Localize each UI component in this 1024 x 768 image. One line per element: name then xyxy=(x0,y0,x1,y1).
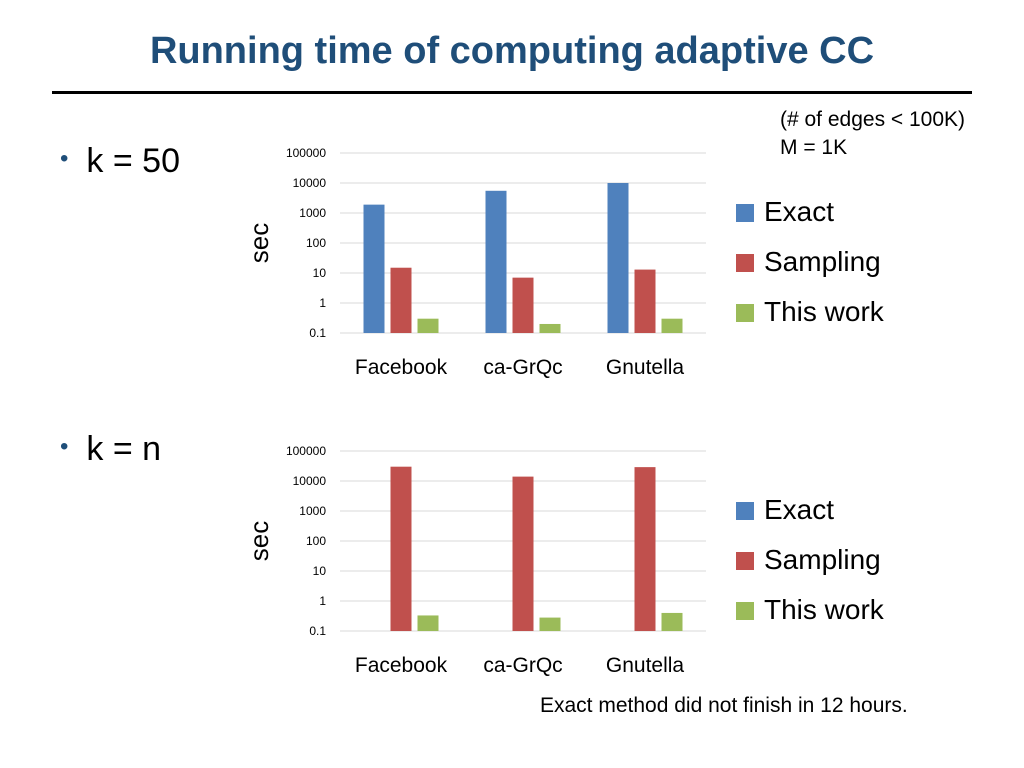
y-tick-label: 1000 xyxy=(299,504,326,518)
legend-label: Exact xyxy=(764,494,834,525)
y-tick-label: 100 xyxy=(306,534,326,548)
chart-kn: 0.1 1 10 100 1000 10000 100000 sec Facebook ca-Gr… xyxy=(244,444,885,677)
x-category-label: ca-GrQc xyxy=(483,356,562,379)
legend-swatch xyxy=(736,502,754,520)
page-title: Running time of computing adaptive CC xyxy=(149,30,875,72)
bar-exact-facebook xyxy=(363,204,385,333)
bar-sampling-ca-grqc xyxy=(512,476,534,631)
note-line-edges: (# of edges < 100K) xyxy=(780,108,966,131)
y-tick-label: 100000 xyxy=(286,146,326,160)
note-line-m: M = 1K xyxy=(780,136,848,159)
legend-swatch xyxy=(736,304,754,322)
x-category-label: Gnutella xyxy=(606,356,685,379)
y-tick-label: 10 xyxy=(313,564,327,578)
bullet-dot-icon: • xyxy=(60,145,69,172)
x-category-label: ca-GrQc xyxy=(483,654,562,677)
note: (# of edges < 100K) M = 1K xyxy=(780,106,965,162)
bar-sampling-gnutella xyxy=(634,467,656,631)
bar-exact-ca-grqc xyxy=(485,190,507,333)
y-axis-label: sec xyxy=(244,521,274,561)
x-category-label: Facebook xyxy=(355,356,448,379)
bar-this-work-ca-grqc xyxy=(539,323,561,333)
bar-this-work-facebook xyxy=(417,318,439,333)
y-tick-label: 1000 xyxy=(299,206,326,220)
title-divider xyxy=(52,91,972,94)
legend-label: This work xyxy=(764,594,885,625)
y-tick-label: 10 xyxy=(313,266,327,280)
y-tick-label: 1 xyxy=(319,594,326,608)
legend-label: Sampling xyxy=(764,246,881,277)
y-tick-label: 100000 xyxy=(286,444,326,458)
footnote: Exact method did not finish in 12 hours. xyxy=(540,694,908,717)
bullet-label: k = n xyxy=(86,430,162,468)
bar-sampling-facebook xyxy=(390,466,412,631)
bar-this-work-ca-grqc xyxy=(539,617,561,631)
legend-swatch xyxy=(736,602,754,620)
bar-sampling-gnutella xyxy=(634,269,656,333)
y-tick-label: 10000 xyxy=(293,176,327,190)
legend-label: This work xyxy=(764,296,885,327)
x-category-label: Gnutella xyxy=(606,654,685,677)
bar-this-work-gnutella xyxy=(661,318,683,333)
legend-label: Sampling xyxy=(764,544,881,575)
y-tick-label: 100 xyxy=(306,236,326,250)
bullet-kn: • k = n xyxy=(60,430,161,469)
bar-this-work-gnutella xyxy=(661,612,683,631)
bar-sampling-facebook xyxy=(390,267,412,333)
y-tick-label: 0.1 xyxy=(309,624,326,638)
bullet-dot-icon: • xyxy=(60,433,69,460)
y-tick-label: 0.1 xyxy=(309,326,326,340)
y-axis-label: sec xyxy=(244,223,274,263)
legend-swatch xyxy=(736,552,754,570)
bullet-label: k = 50 xyxy=(86,142,180,180)
legend-swatch xyxy=(736,204,754,222)
legend-swatch xyxy=(736,254,754,272)
x-category-label: Facebook xyxy=(355,654,448,677)
bar-exact-gnutella xyxy=(607,183,629,333)
bar-this-work-facebook xyxy=(417,615,439,631)
bar-sampling-ca-grqc xyxy=(512,277,534,333)
bullet-k50: • k = 50 xyxy=(60,142,180,181)
y-tick-label: 1 xyxy=(319,296,326,310)
chart-k50: 0.1 1 10 100 1000 10000 100000 sec Facebook ca-Gr… xyxy=(244,146,885,379)
legend-label: Exact xyxy=(764,196,834,227)
y-tick-label: 10000 xyxy=(293,474,327,488)
